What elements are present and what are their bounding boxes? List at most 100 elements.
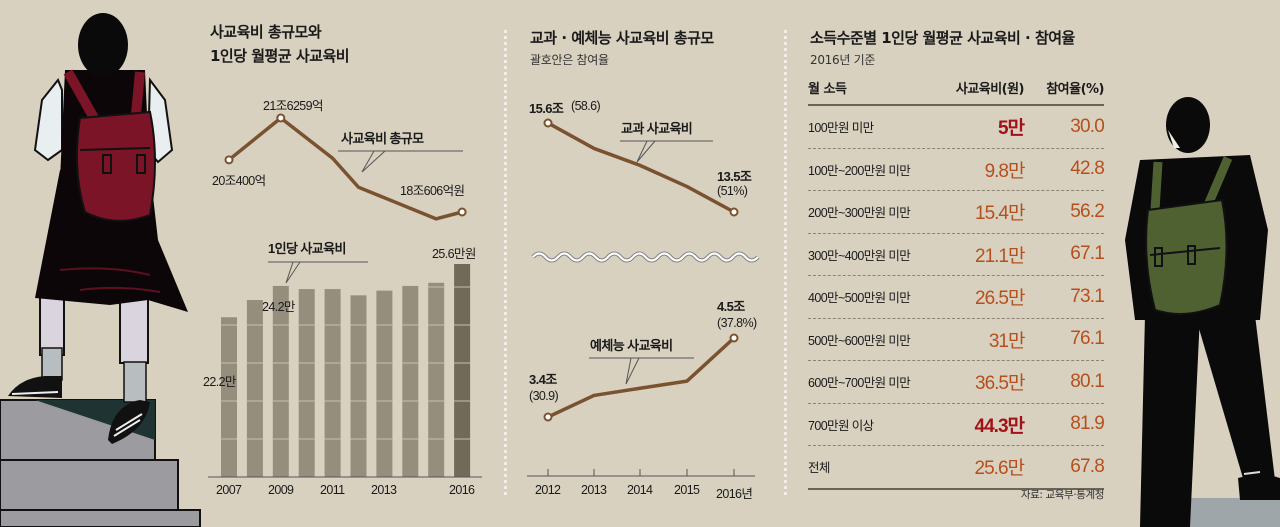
bar-x-tick-2016: 2016 — [449, 483, 475, 497]
cell-cost: 5만 — [997, 118, 1025, 140]
cell-rate: 30.0 — [1070, 115, 1105, 137]
arts-series-name: 예체능 사교육비 — [590, 338, 673, 353]
table-row: 200만~300만원 미만 15.4만 56.2 — [808, 191, 1105, 234]
total-line — [227, 116, 463, 221]
bar-x-tick-2009: 2009 — [268, 483, 294, 497]
p2-x-tick-2012: 2012 — [535, 483, 561, 497]
panel-separator-1 — [504, 30, 507, 495]
total-point-2016 — [457, 207, 467, 217]
cell-cost: 21.1만 — [975, 245, 1025, 267]
table-body: 100만원 미만 5만 30.0 100만~200만원 미만 9.8만 42.8 200만~… — [808, 106, 1105, 490]
col-header-cost: 사교육비(원) — [955, 82, 1025, 97]
subject-line — [547, 121, 735, 214]
cell-cost: 26.5만 — [975, 288, 1025, 310]
bar-2007 — [221, 317, 237, 477]
panel1-title-line1: 사교육비 총규모와 — [210, 23, 322, 41]
bar-2015 — [428, 282, 445, 477]
table-row: 700만원 이상 44.3만 81.9 — [808, 404, 1105, 446]
table-row: 100만~200만원 미만 9.8만 42.8 — [808, 149, 1105, 191]
cell-income: 300만~400만원 미만 — [808, 248, 911, 263]
bar-label-2009: 24.2만 — [262, 300, 295, 314]
table-row: 600만~700만원 미만 36.5만 80.1 — [808, 361, 1105, 404]
cell-cost: 25.6만 — [974, 458, 1025, 480]
subject-end-value: 13.5조 — [717, 169, 752, 184]
cell-rate: 56.2 — [1070, 200, 1105, 222]
bar-2016 — [454, 264, 471, 477]
bar-2011 — [324, 289, 341, 477]
bar-2008 — [246, 300, 263, 477]
p2-x-tick-2014: 2014 — [627, 483, 653, 497]
cell-income: 100만~200만원 미만 — [808, 163, 911, 178]
panel2-title: 교과 · 예체능 사교육비 총규모 — [530, 29, 714, 47]
cell-income: 전체 — [808, 461, 830, 476]
axis-break-wave — [532, 252, 759, 262]
bars-callout-pointer — [285, 261, 301, 284]
cell-income: 700만원 이상 — [808, 418, 874, 433]
total-point-2007 — [224, 155, 234, 165]
income-table: 월 소득 사교육비(원) 참여율(%) 100만원 미만 5만 30.0 100만~2… — [808, 78, 1105, 490]
table-row: 400만~500만원 미만 26.5만 73.1 — [808, 276, 1105, 319]
cell-income: 400만~500만원 미만 — [808, 291, 911, 306]
table-header: 월 소득 사교육비(원) 참여율(%) — [808, 78, 1105, 106]
illustration-girl-with-backpack-icon — [0, 13, 201, 527]
cell-cost: 44.3만 — [974, 415, 1025, 437]
subject-point-start — [543, 118, 553, 128]
cell-rate: 67.8 — [1070, 455, 1105, 477]
subject-point-end — [729, 207, 739, 217]
arts-point-end — [729, 333, 739, 343]
subject-end-rate: (51%) — [717, 184, 748, 198]
panel3-title: 소득수준별 1인당 월평균 사교육비 · 참여율 — [810, 29, 1075, 47]
bar-2012 — [350, 295, 367, 477]
source-note: 자료: 교육부·통계청 — [1020, 489, 1104, 501]
arts-end-value: 4.5조 — [717, 299, 745, 314]
bars-series-name: 1인당 사교육비 — [268, 241, 346, 256]
illustration-boy-with-backpack-icon — [1125, 97, 1280, 527]
line1-label-2009: 21조6259억 — [263, 99, 324, 113]
panel2-subtitle: 괄호안은 참여율 — [530, 53, 609, 67]
subject-start-rate: (58.6) — [571, 99, 601, 113]
cell-income: 100만원 미만 — [808, 121, 874, 136]
bar-x-tick-2011: 2011 — [320, 483, 345, 497]
arts-line — [547, 336, 736, 419]
arts-callout-pointer — [625, 357, 640, 385]
line1-label-2007: 20조400억 — [212, 174, 266, 188]
bar-2013 — [376, 290, 393, 477]
bar-label-2016: 25.6만원 — [432, 247, 476, 261]
cell-rate: 42.8 — [1070, 158, 1105, 180]
cell-rate: 81.9 — [1070, 413, 1105, 435]
p2-x-tick-2016: 2016년 — [716, 487, 753, 501]
panel3-subtitle: 2016년 기준 — [810, 53, 876, 67]
cell-rate: 80.1 — [1070, 370, 1105, 392]
bar-x-tick-2013: 2013 — [371, 483, 397, 497]
subject-callout-pointer — [636, 140, 656, 163]
col-header-rate: 참여율(%) — [1046, 82, 1104, 97]
cell-rate: 67.1 — [1070, 243, 1105, 265]
table-row: 300만~400만원 미만 21.1만 67.1 — [808, 234, 1105, 276]
panel1-title-line2: 1인당 월평균 사교육비 — [210, 47, 350, 65]
table-row: 100만원 미만 5만 30.0 — [808, 106, 1105, 149]
cell-income: 600만~700만원 미만 — [808, 376, 911, 391]
arts-start-rate: (30.9) — [529, 389, 559, 403]
line-callout-pointer — [361, 150, 386, 173]
line1-label-2016: 18조606억원 — [400, 184, 465, 198]
arts-end-rate: (37.8%) — [717, 316, 757, 330]
p2-x-tick-2013: 2013 — [581, 483, 607, 497]
subject-start-value: 15.6조 — [529, 101, 564, 116]
cell-income: 500만~600만원 미만 — [808, 333, 911, 348]
panel-separator-2 — [784, 30, 787, 495]
subject-series-name: 교과 사교육비 — [621, 121, 693, 136]
p2-x-tick-2015: 2015 — [674, 483, 700, 497]
cell-cost: 31만 — [988, 330, 1026, 352]
bar-label-2007: 22.2만 — [203, 375, 236, 389]
table-row: 전체 25.6만 67.8 — [808, 446, 1105, 490]
arts-point-start — [543, 412, 553, 422]
total-point-2009 — [276, 113, 286, 123]
bar-x-tick-2007: 2007 — [216, 483, 242, 497]
col-header-income: 월 소득 — [808, 82, 847, 97]
cell-income: 200만~300만원 미만 — [808, 206, 911, 221]
cell-rate: 73.1 — [1070, 285, 1105, 307]
bar-2014 — [402, 285, 419, 477]
cell-cost: 15.4만 — [975, 203, 1025, 225]
